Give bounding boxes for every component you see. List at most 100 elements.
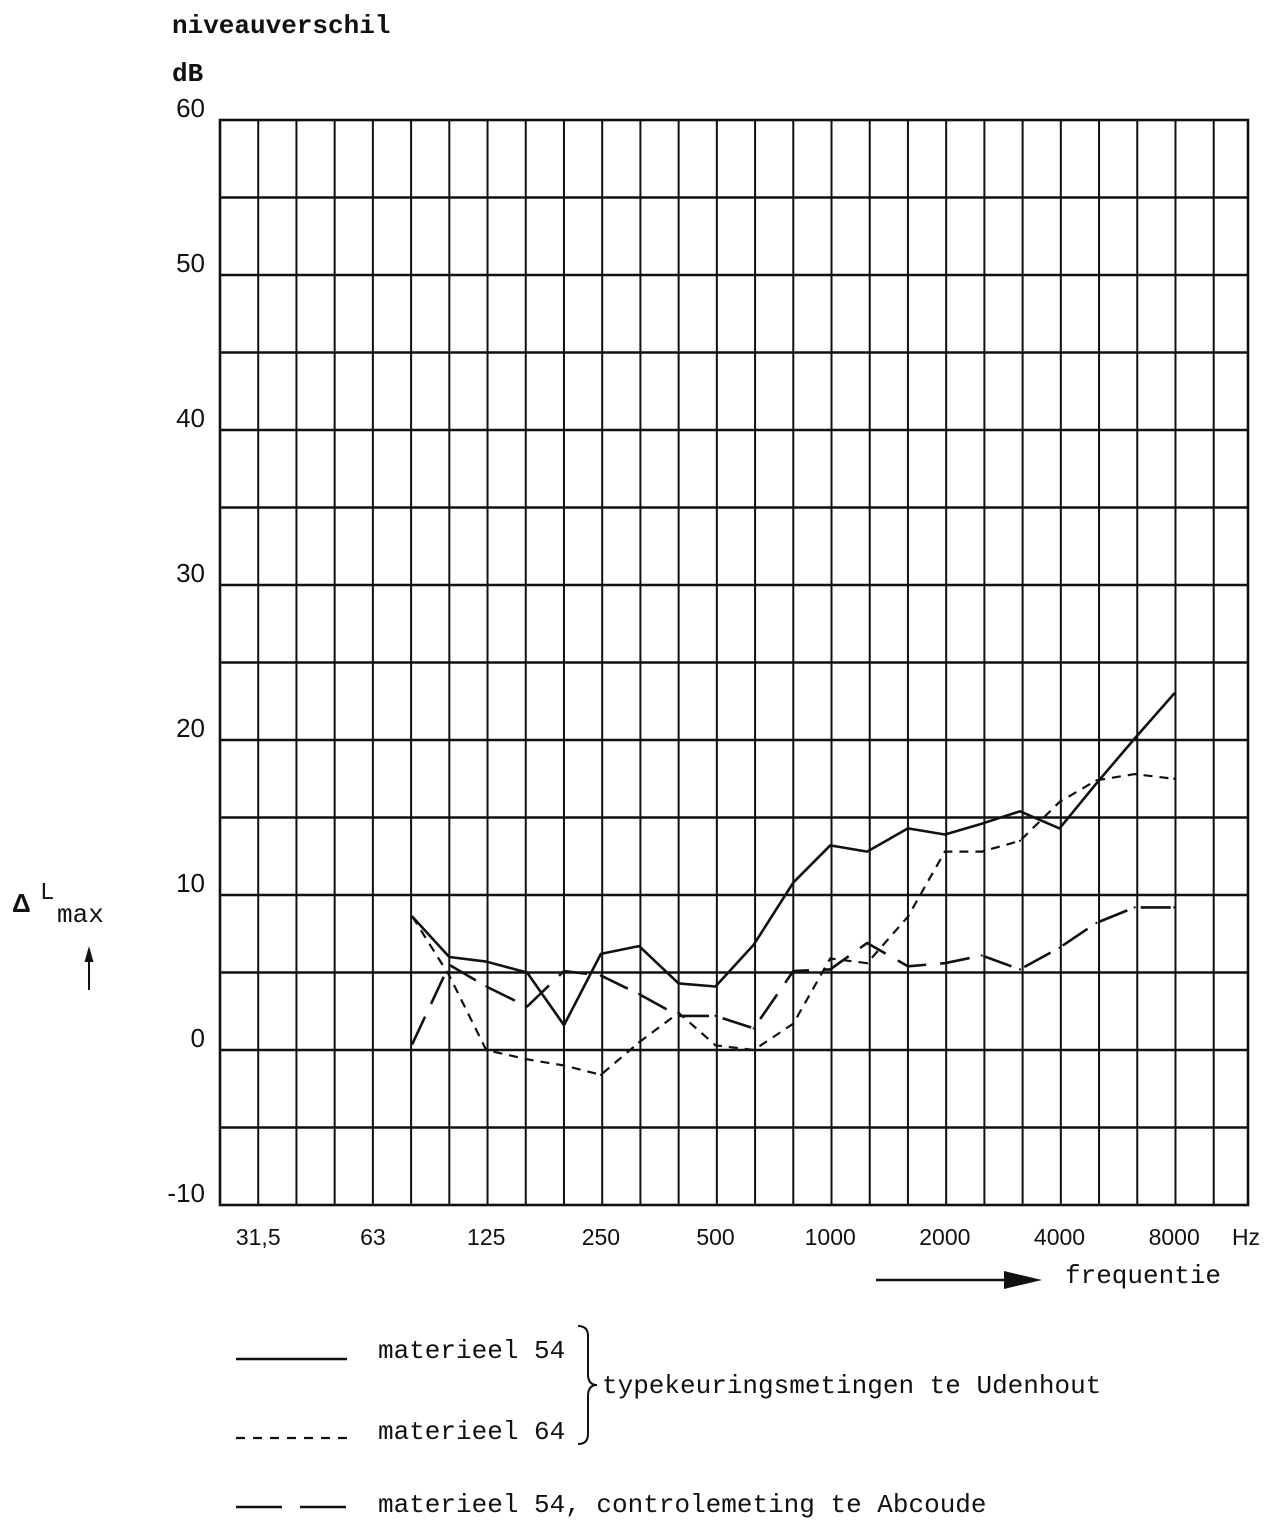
data-point — [638, 993, 641, 996]
data-point — [562, 1064, 566, 1067]
y-axis-unit: dB — [172, 59, 204, 89]
x-tick-label: 63 — [360, 1224, 386, 1250]
y-tick-label: 20 — [176, 713, 205, 743]
data-point — [906, 915, 910, 918]
data-point — [599, 974, 602, 977]
data-point — [1133, 737, 1136, 740]
delta-symbol: Δ — [12, 888, 31, 918]
y-axis-title: niveauverschil — [172, 11, 390, 41]
plot-frame — [218, 118, 1250, 1207]
data-point — [485, 960, 488, 963]
y-tick-labels: 60 50 40 30 20 10 0 -10 — [167, 93, 205, 1208]
legend: materieel 54 materieel 64 typekeuringsme… — [236, 1325, 1101, 1520]
data-point — [485, 1048, 488, 1052]
x-axis-title: frequentie — [1065, 1261, 1221, 1291]
x-tick-label: 2000 — [919, 1224, 970, 1250]
legend-group-label: typekeuringsmetingen te Udenhout — [602, 1371, 1101, 1401]
x-tick-labels: 31,5 63 125 250 500 1000 2000 4000 8000 — [236, 1224, 1200, 1250]
y-tick-label: 60 — [176, 93, 205, 123]
series-materieel-54-controlemeting-te-abcoude — [411, 906, 1176, 1045]
y-tick-label: 50 — [176, 248, 205, 278]
data-point — [1095, 921, 1098, 925]
plot-grid — [218, 118, 1250, 1207]
x-tick-label: 250 — [582, 1224, 620, 1250]
data-point — [906, 827, 910, 830]
data-point — [525, 1058, 529, 1061]
data-point — [1173, 777, 1176, 780]
data-point — [829, 844, 832, 847]
data-point — [866, 962, 869, 965]
data-point — [752, 943, 755, 946]
right-arrow-icon — [876, 1271, 1042, 1289]
data-point — [1018, 839, 1022, 842]
data-point — [829, 957, 832, 960]
data-point — [866, 941, 869, 945]
data-point — [752, 1027, 755, 1030]
data-point — [599, 1073, 602, 1076]
data-point — [792, 1022, 795, 1025]
data-point — [1173, 692, 1176, 695]
data-point — [1018, 810, 1022, 813]
data-point — [599, 952, 602, 956]
symbol-letter: L — [40, 880, 54, 907]
x-tick-label: 4000 — [1034, 1224, 1085, 1250]
series-materieel-64 — [411, 772, 1176, 1076]
data-point — [980, 954, 983, 957]
data-point — [1058, 800, 1061, 804]
data-point — [752, 1048, 755, 1052]
y-tick-label: 10 — [176, 868, 205, 898]
x-tick-label: 500 — [696, 1224, 734, 1250]
data-point — [638, 1041, 641, 1044]
data-point — [980, 822, 983, 825]
data-point — [866, 850, 869, 853]
data-point — [411, 915, 414, 918]
x-tick-label: 8000 — [1149, 1224, 1200, 1250]
data-point — [714, 1044, 717, 1047]
x-axis-unit: Hz — [1232, 1224, 1260, 1250]
data-point — [562, 969, 566, 973]
y-tick-label: 0 — [191, 1023, 205, 1053]
data-point — [829, 968, 832, 971]
legend-label: materieel 54 — [378, 1336, 565, 1366]
data-point — [638, 945, 641, 948]
legend-item: materieel 54 — [236, 1336, 565, 1366]
y-tick-label: 30 — [176, 558, 205, 588]
data-point — [1058, 827, 1061, 830]
up-arrow-icon — [84, 946, 94, 990]
legend-item: materieel 54, controlemeting te Abcoude — [236, 1490, 987, 1520]
data-point — [411, 1042, 414, 1045]
data-point — [1133, 906, 1136, 909]
data-point — [677, 1014, 680, 1018]
symbol-subscript: max — [57, 900, 104, 930]
data-point — [943, 833, 946, 836]
data-point — [1095, 782, 1098, 785]
legend-label: materieel 54, controlemeting te Abcoude — [378, 1490, 987, 1520]
legend-label: materieel 64 — [378, 1417, 565, 1447]
data-point — [1058, 946, 1061, 949]
data-point — [1133, 773, 1136, 776]
data-point — [525, 1005, 529, 1008]
data-point — [448, 963, 451, 966]
data-point — [943, 962, 946, 965]
y-tick-label: 40 — [176, 403, 205, 433]
data-point — [1018, 968, 1022, 971]
x-tick-label: 125 — [467, 1224, 505, 1250]
data-point — [714, 1014, 717, 1018]
data-point — [792, 881, 795, 884]
data-point — [525, 971, 529, 974]
y-axis-symbol: Δ L max — [12, 880, 104, 930]
x-tick-label: 31,5 — [236, 1224, 281, 1250]
data-point — [562, 1024, 566, 1027]
legend-brace — [577, 1325, 598, 1445]
data-point — [485, 985, 488, 988]
data-point — [792, 969, 795, 973]
series-materieel-54 — [411, 692, 1176, 1027]
data-point — [1173, 906, 1176, 909]
data-point — [1095, 779, 1098, 782]
data-point — [906, 965, 910, 968]
data-point — [980, 850, 983, 853]
data-point — [677, 982, 680, 985]
data-point — [943, 850, 946, 853]
data-series — [411, 692, 1176, 1076]
